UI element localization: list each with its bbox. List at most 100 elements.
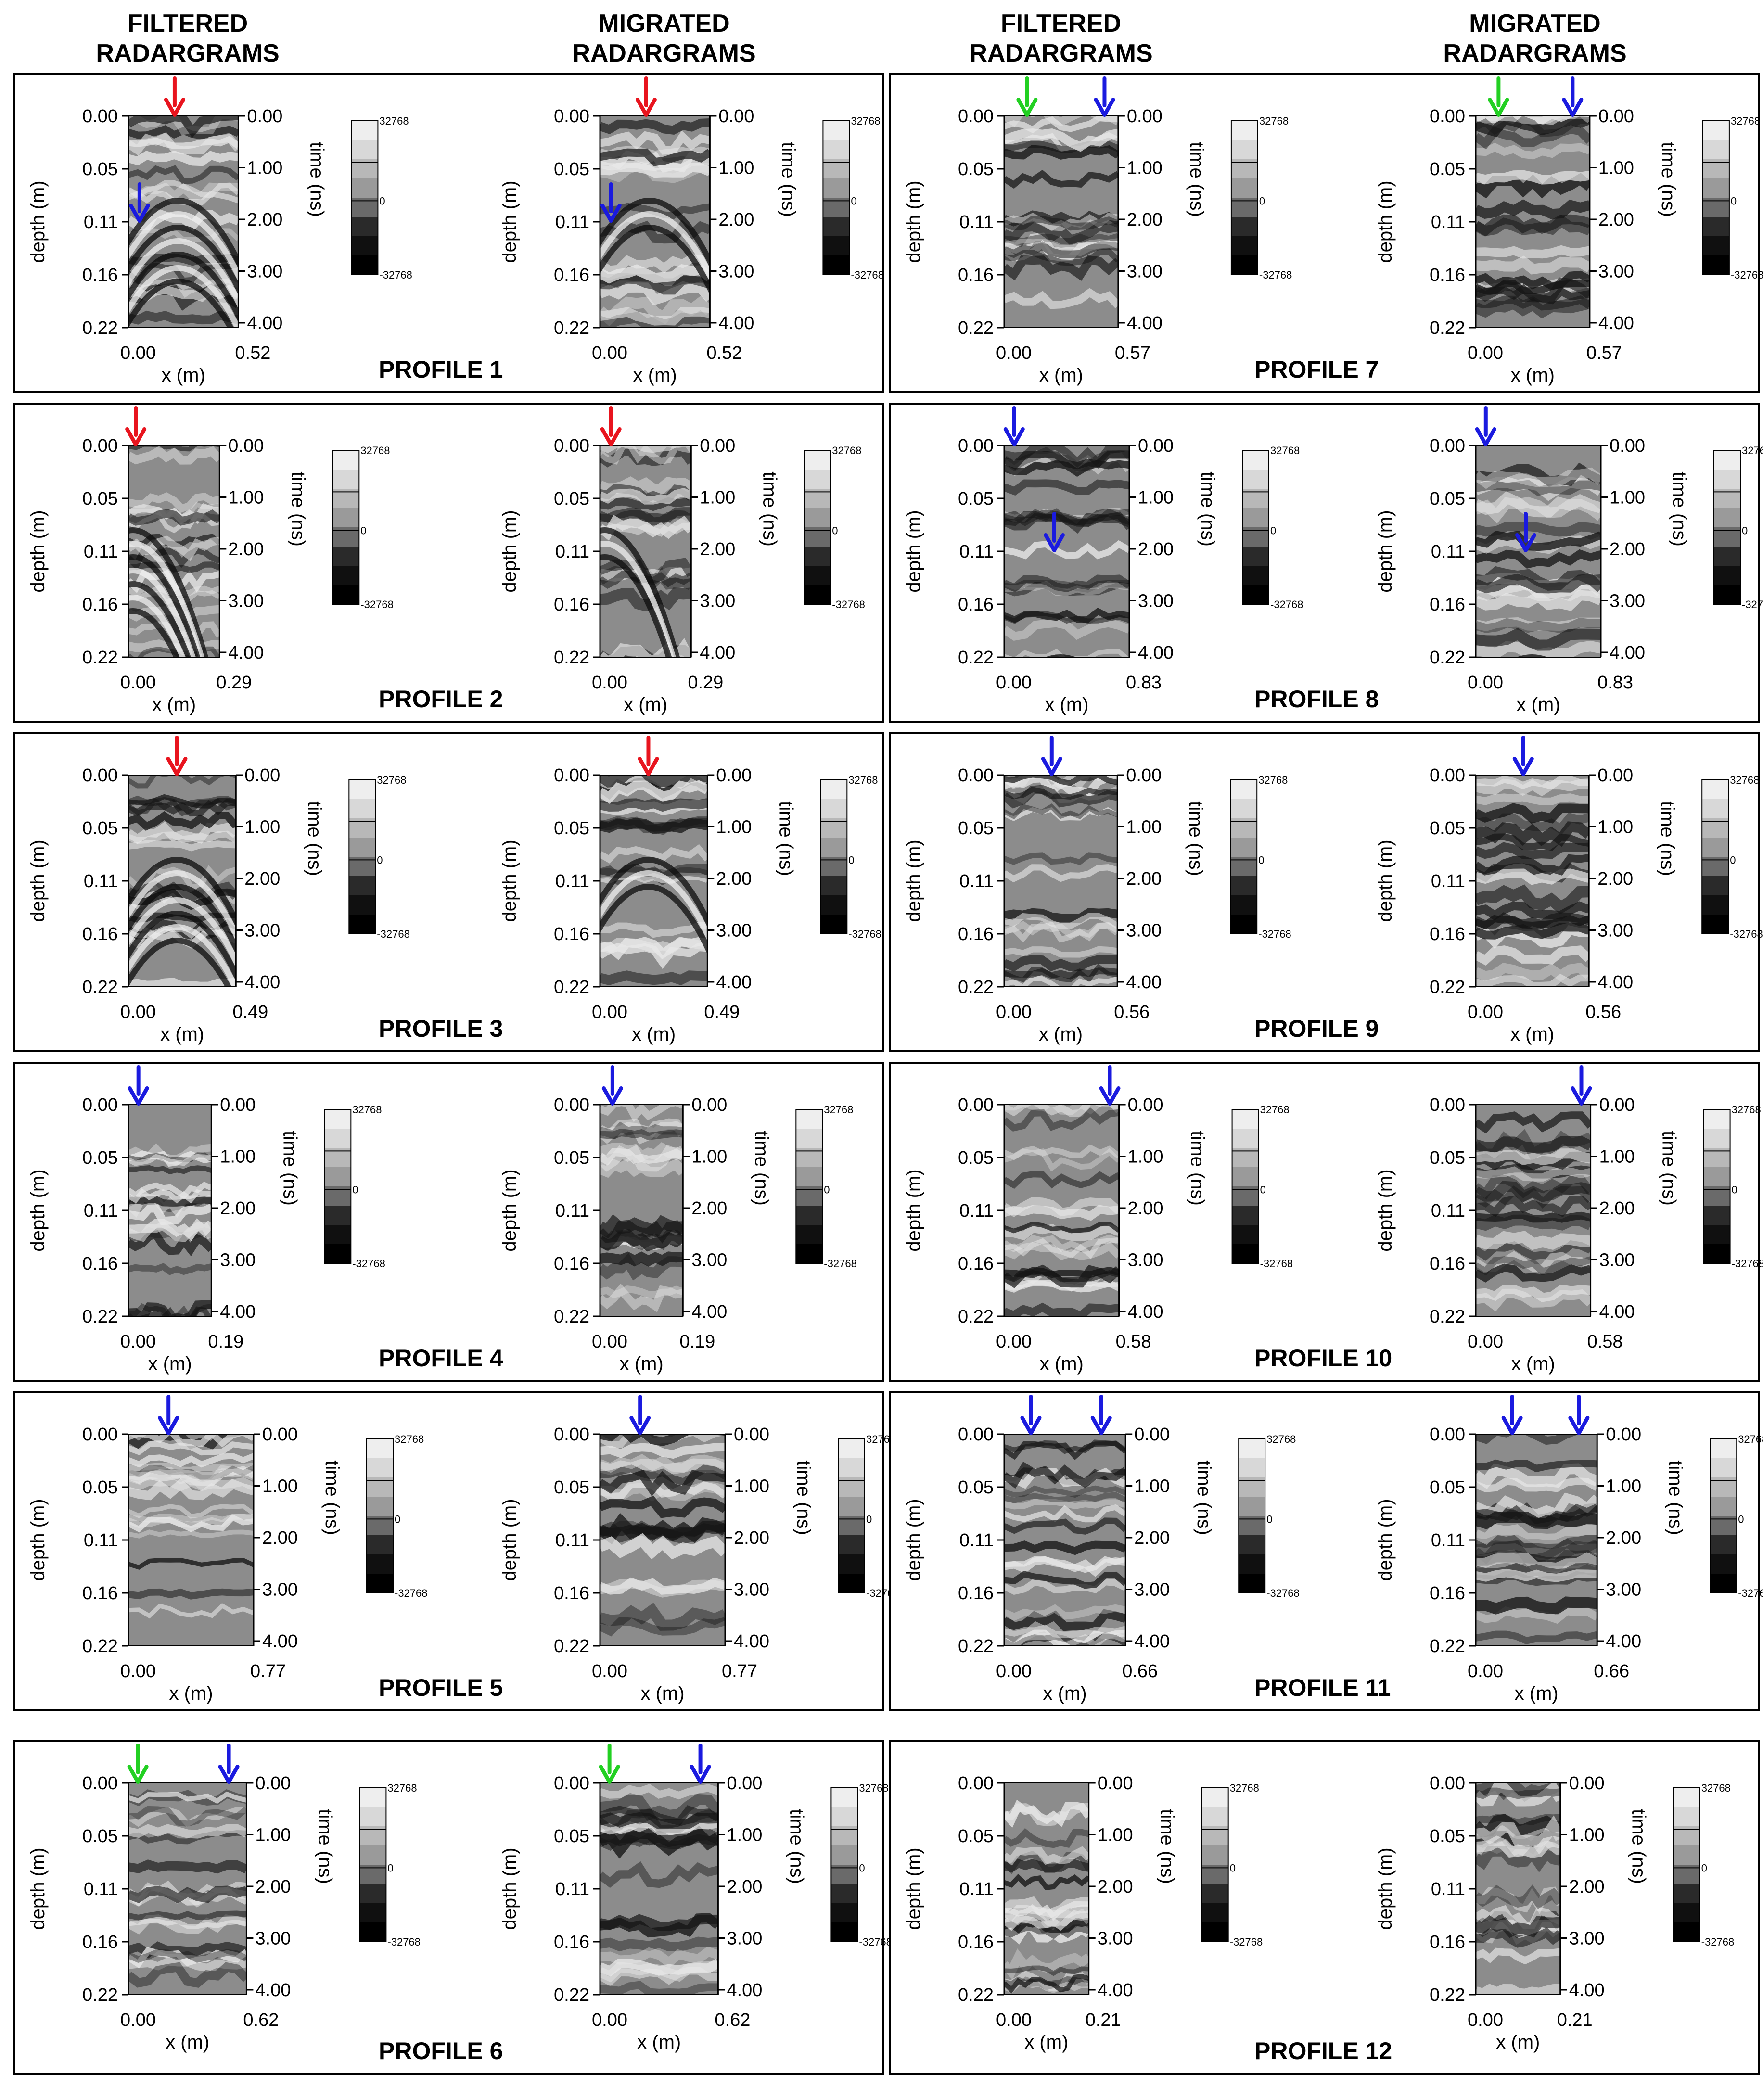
time-axis-label: time (ns): [1197, 471, 1218, 547]
migrated-radargram: 0.00 0.05 0.11 0.16 0.22 depth (m) 0.00 1.00 2.0…: [1375, 1065, 1763, 1375]
colorbar-mid-label: 0: [1270, 524, 1276, 536]
depth-tick-label: 0.16: [554, 924, 589, 944]
amplitude-colorbar: 32768 0 -32768: [1673, 1782, 1734, 1948]
time-tick-label: 3.00: [1098, 1929, 1133, 1949]
colorbar-max-label: 32768: [1742, 445, 1763, 457]
time-tick-label: 3.00: [255, 1929, 291, 1949]
depth-axis-label: depth (m): [499, 1169, 520, 1251]
time-tick-label: 0.00: [220, 1095, 256, 1115]
radargram-image: [128, 1434, 254, 1646]
x-axis-label: x (m): [1043, 1683, 1087, 1704]
blue-arrow-icon: [1562, 76, 1584, 117]
depth-tick-label: 0.22: [958, 1307, 994, 1327]
x-axis-label: x (m): [1511, 1353, 1555, 1375]
depth-tick-label: 0.16: [958, 924, 994, 944]
time-tick-label: 4.00: [716, 972, 752, 993]
x-start-tick-label: 0.00: [1468, 1002, 1503, 1022]
time-tick-label: 3.00: [716, 921, 752, 941]
time-tick-label: 1.00: [1128, 1147, 1163, 1167]
depth-tick-label: 0.16: [554, 1254, 589, 1274]
time-tick-label: 2.00: [1127, 210, 1163, 230]
blue-arrow-icon: [1020, 1395, 1042, 1435]
depth-tick-label: 0.22: [554, 1985, 589, 2005]
red-arrow-icon: [125, 406, 147, 446]
colorbar-max-label: 32768: [1731, 115, 1760, 127]
time-axis-label: time (ns): [321, 1460, 343, 1535]
time-tick-label: 1.00: [228, 488, 264, 508]
migrated-radargram: 0.00 0.05 0.11 0.16 0.22 depth (m) 0.00 1.00 2.0…: [499, 406, 865, 715]
colorbar-min-label: -32768: [859, 1936, 892, 1948]
colorbar-max-label: 32768: [824, 1104, 853, 1116]
profile-title: PROFILE 7: [1254, 356, 1379, 383]
depth-tick-label: 0.05: [554, 489, 589, 509]
time-tick-label: 1.00: [255, 1825, 291, 1845]
depth-tick-label: 0.22: [82, 648, 118, 668]
time-tick-label: 3.00: [734, 1580, 769, 1600]
depth-tick-label: 0.22: [958, 977, 994, 997]
time-axis-label: time (ns): [751, 1131, 772, 1206]
time-tick-label: 3.00: [718, 262, 754, 282]
depth-tick-label: 0.11: [959, 1530, 994, 1551]
depth-tick-label: 0.16: [1430, 1254, 1465, 1274]
depth-axis-label: depth (m): [499, 1499, 520, 1581]
filtered-radargram: 0.00 0.05 0.11 0.16 0.22 depth (m) 0.00 1.00 2.0…: [903, 1773, 1263, 2053]
x-axis-label: x (m): [1039, 1024, 1083, 1045]
depth-tick-label: 0.11: [555, 1879, 589, 1899]
x-start-tick-label: 0.00: [120, 343, 156, 363]
depth-tick-label: 0.16: [82, 1254, 118, 1274]
time-axis-label: time (ns): [778, 142, 799, 217]
amplitude-colorbar: 32768 0 -32768: [804, 445, 865, 611]
x-max-tick-label: 0.52: [706, 343, 742, 363]
amplitude-colorbar: 32768 0 -32768: [366, 1433, 428, 1599]
time-tick-label: 0.00: [727, 1773, 762, 1794]
colorbar-min-label: -32768: [1738, 1587, 1763, 1599]
filtered-radargram: 0.00 0.05 0.11 0.16 0.22 depth (m) 0.00 1.00 2.0…: [903, 406, 1303, 715]
depth-axis-label: depth (m): [1375, 1847, 1396, 1930]
time-axis-label: time (ns): [1657, 801, 1678, 876]
depth-tick-label: 0.00: [958, 1095, 994, 1115]
time-tick-label: 2.00: [1126, 869, 1162, 889]
profile-figure: 0.00 0.05 0.11 0.16 0.22 depth (m) 0.00 1.00 2.0…: [903, 1065, 1763, 1375]
colorbar-mid-label: 0: [848, 854, 854, 866]
time-tick-label: 3.00: [220, 1250, 256, 1271]
time-tick-label: 4.00: [1598, 313, 1634, 333]
time-tick-label: 3.00: [1597, 921, 1633, 941]
time-axis-label: time (ns): [1628, 1809, 1649, 1884]
colorbar-max-label: 32768: [1732, 1104, 1761, 1116]
amplitude-colorbar: 32768 0 -32768: [822, 115, 884, 281]
time-tick-label: 1.00: [262, 1476, 298, 1497]
depth-tick-label: 0.05: [958, 1477, 994, 1498]
blue-arrow-icon: [1515, 512, 1536, 552]
time-tick-label: 2.00: [1597, 869, 1633, 889]
depth-tick-label: 0.11: [959, 1879, 994, 1899]
filtered-radargram: 0.00 0.05 0.11 0.16 0.22 depth (m) 0.00 1.00 2.0…: [27, 1395, 428, 1704]
blue-arrow-icon: [601, 1065, 623, 1106]
time-tick-label: 1.00: [1569, 1825, 1605, 1845]
time-tick-label: 1.00: [691, 1147, 727, 1167]
radargram-image: [1476, 1105, 1591, 1316]
x-axis-label: x (m): [640, 1683, 684, 1704]
time-tick-label: 2.00: [718, 210, 754, 230]
time-tick-label: 1.00: [244, 817, 280, 838]
depth-tick-label: 0.00: [554, 765, 589, 786]
colorbar-max-label: 32768: [352, 1104, 382, 1116]
time-tick-label: 1.00: [1138, 488, 1174, 508]
colorbar-min-label: -32768: [1270, 598, 1303, 611]
time-tick-label: 0.00: [255, 1773, 291, 1794]
time-tick-label: 1.00: [1098, 1825, 1133, 1845]
profile-panel: 0.00 0.05 0.11 0.16 0.22 depth (m) 0.00 1.00 2.0…: [13, 732, 884, 1052]
depth-tick-label: 0.00: [554, 1095, 589, 1115]
red-arrow-icon: [638, 736, 659, 776]
profile-figure: 0.00 0.05 0.11 0.16 0.22 depth (m) 0.00 1.00 2.0…: [903, 406, 1763, 715]
colorbar-mid-label: 0: [851, 195, 856, 207]
profile-panel: 0.00 0.05 0.11 0.16 0.22 depth (m) 0.00 1.00 2.0…: [13, 1740, 892, 2075]
time-tick-label: 0.00: [691, 1095, 727, 1115]
blue-arrow-icon: [1501, 1395, 1523, 1435]
radargram-image: [600, 1105, 683, 1316]
depth-tick-label: 0.22: [1430, 318, 1465, 338]
x-start-tick-label: 0.00: [592, 673, 627, 693]
time-tick-label: 1.00: [1610, 488, 1645, 508]
green-arrow-icon: [1488, 76, 1509, 117]
depth-tick-label: 0.00: [958, 1425, 994, 1445]
time-tick-label: 3.00: [247, 262, 282, 282]
